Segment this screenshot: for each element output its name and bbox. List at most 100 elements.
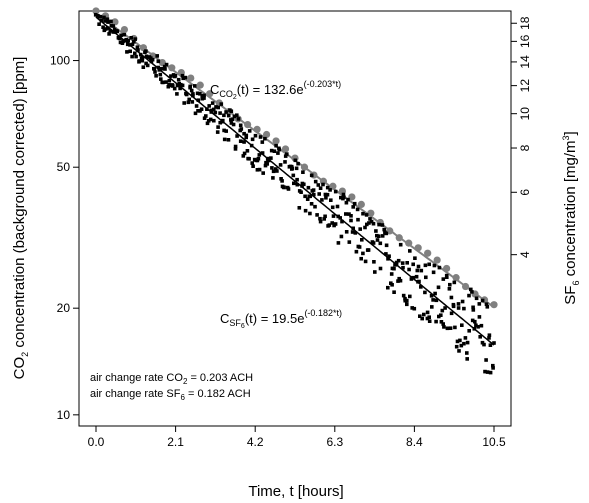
co2-data-point: [405, 302, 409, 307]
co2-data-point: [460, 299, 465, 304]
y-right-tick-label: 12: [518, 79, 532, 93]
co2-data-point: [476, 325, 480, 329]
sf6-data-point: [262, 130, 271, 139]
x-tick-label: 0.0: [88, 435, 105, 449]
co2-data-point: [257, 153, 262, 157]
co2-data-point: [212, 118, 216, 123]
co2-data-point: [164, 62, 169, 67]
co2-data-point: [491, 363, 495, 368]
co2-data-point: [336, 214, 340, 219]
co2-data-point: [313, 179, 318, 184]
co2-data-point: [407, 267, 411, 272]
co2-data-point: [390, 283, 394, 287]
sf6-data-point: [244, 121, 252, 129]
co2-data-point: [255, 168, 260, 172]
co2-data-point: [189, 88, 194, 93]
co2-data-point: [368, 217, 372, 221]
y-right-tick-label: 6: [518, 189, 532, 196]
co2-data-point: [159, 66, 164, 71]
co2-data-point: [330, 205, 335, 210]
co2-data-point: [333, 222, 338, 226]
co2-data-point: [491, 366, 495, 370]
x-tick-label: 10.5: [482, 435, 506, 449]
co2-data-point: [432, 263, 437, 268]
co2-data-point: [169, 74, 173, 78]
co2-data-point: [303, 208, 308, 213]
co2-data-point: [145, 63, 150, 68]
co2-data-point: [339, 195, 343, 200]
co2-data-point: [324, 196, 328, 200]
co2-data-point: [286, 187, 291, 191]
co2-data-point: [470, 318, 475, 323]
co2-data-point: [218, 120, 222, 125]
y-right-axis-title: SF6 concentration [mg/m3]: [561, 131, 581, 304]
co2-data-point: [175, 92, 179, 96]
co2-data-point: [378, 241, 383, 246]
co2-data-point: [272, 149, 277, 153]
co2-data-point: [401, 265, 405, 270]
co2-data-point: [455, 339, 460, 344]
co2-data-point: [353, 231, 358, 235]
co2-data-point: [301, 170, 305, 174]
co2-data-point: [380, 223, 385, 227]
co2-data-point: [102, 15, 106, 20]
co2-data-point: [317, 192, 321, 196]
co2-data-point: [336, 241, 341, 245]
y-right-tick-label: 16: [518, 34, 532, 48]
co2-data-point: [161, 80, 165, 85]
y-left-tick-label: 100: [50, 54, 70, 68]
co2-data-point: [430, 305, 434, 309]
co2-data-point: [238, 139, 243, 143]
co2-data-point: [427, 262, 431, 267]
co2-data-point: [270, 166, 274, 170]
co2-data-point: [242, 131, 246, 136]
co2-data-point: [411, 262, 415, 267]
y-right-tick-label: 8: [518, 144, 532, 151]
co2-data-point: [325, 185, 330, 190]
co2-data-point: [242, 140, 246, 144]
sf6-data-point: [348, 193, 356, 201]
co2-data-point: [427, 315, 431, 319]
co2-data-point: [459, 343, 464, 348]
y-left-axis-ticks: 10 20 50 100: [50, 54, 79, 422]
co2-data-point: [440, 308, 445, 313]
co2-data-point: [125, 50, 129, 54]
co2-data-point: [279, 177, 283, 181]
co2-data-point: [206, 119, 211, 123]
co2-data-point: [190, 100, 195, 104]
co2-data-point: [191, 93, 195, 98]
co2-data-point: [347, 212, 351, 216]
co2-data-point: [400, 261, 405, 265]
co2-data-point: [396, 258, 401, 263]
co2-data-point: [135, 45, 140, 49]
co2-data-point: [386, 257, 390, 261]
co2-data-point: [129, 36, 133, 40]
co2-data-point: [219, 102, 224, 106]
co2-data-point: [335, 204, 340, 209]
co2-data-point: [208, 117, 213, 122]
y-right-tick-label: 18: [518, 16, 532, 30]
co2-data-point: [394, 262, 399, 267]
co2-data-point: [333, 189, 338, 194]
co2-data-point: [205, 121, 210, 126]
co2-data-point: [386, 285, 390, 290]
co2-data-point: [118, 40, 123, 45]
co2-data-point: [140, 55, 145, 60]
co2-data-point: [452, 280, 457, 285]
co2-data-point: [360, 238, 364, 242]
co2-data-point: [187, 97, 191, 102]
co2-data-point: [280, 179, 284, 183]
co2-data-point: [320, 198, 324, 202]
co2-data-point: [356, 217, 360, 222]
co2-data-point: [349, 218, 353, 223]
co2-data-point: [292, 181, 296, 186]
co2-data-point: [276, 151, 280, 155]
co2-data-point: [213, 110, 218, 115]
co2-data-point: [465, 351, 469, 355]
co2-data-point: [411, 275, 416, 280]
co2-data-point: [359, 256, 363, 261]
co2-data-point: [384, 243, 389, 248]
co2-data-point: [403, 296, 407, 301]
co2-data-point: [410, 306, 414, 310]
co2-data-point: [451, 304, 456, 309]
